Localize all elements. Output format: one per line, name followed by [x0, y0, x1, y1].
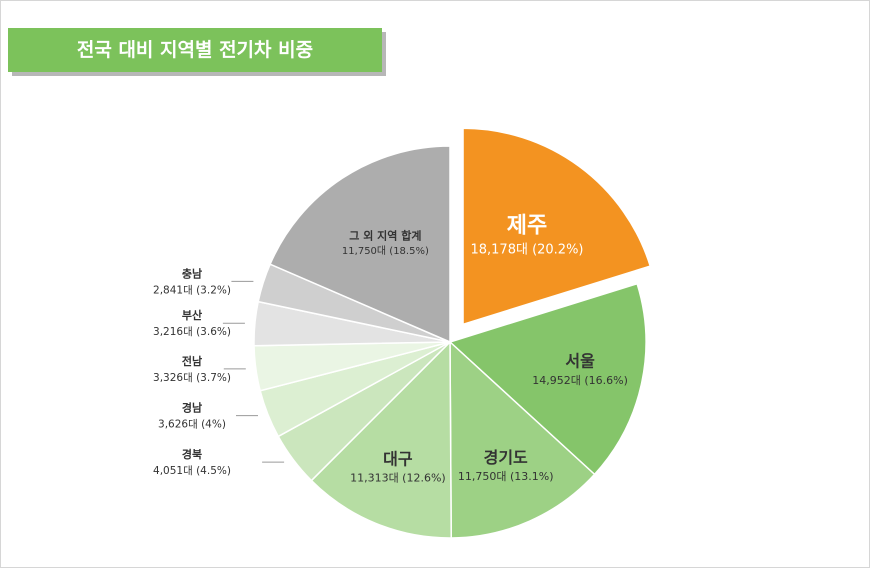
slice-9-value-label: 11,750대 (18.5%) [342, 245, 429, 257]
slice-4-name-label: 경북 [182, 447, 202, 461]
slice-5-value-label: 3,626대 (4%) [158, 419, 226, 431]
slice-3-value-label: 11,313대 (12.6%) [350, 472, 446, 485]
chart-title: 전국 대비 지역별 전기차 비중 [8, 28, 382, 72]
slice-2-value-label: 11,750대 (13.1%) [458, 470, 554, 483]
slice-6-name-label: 전남 [182, 354, 202, 368]
slice-1-wedge [448, 282, 647, 476]
slice-8-value-label: 2,841대 (3.2%) [153, 284, 231, 296]
slice-2-name-label: 경기도 [484, 448, 528, 467]
slice-0-value-label: 18,178대 (20.2%) [470, 243, 583, 258]
slice-3-name-label: 대구 [383, 450, 413, 469]
slice-9-name-label: 그 외 지역 합계 [349, 229, 421, 243]
slice-7-name-label: 부산 [182, 308, 202, 322]
slice-3-wedge [310, 340, 452, 539]
slice-7-value-label: 3,216대 (3.6%) [153, 326, 231, 338]
slice-5-name-label: 경남 [182, 401, 202, 415]
slice-1-value-label: 14,952대 (16.6%) [532, 374, 628, 387]
slice-9-wedge [269, 145, 451, 344]
slice-1-name-label: 서울 [565, 352, 595, 371]
slice-8-name-label: 충남 [182, 266, 202, 280]
slice-0-name-label: 제주 [507, 213, 547, 238]
slice-0-wedge [462, 127, 652, 326]
slice-4-value-label: 4,051대 (4.5%) [153, 465, 231, 477]
slice-6-value-label: 3,326대 (3.7%) [153, 372, 231, 384]
slice-2-wedge [449, 340, 596, 539]
